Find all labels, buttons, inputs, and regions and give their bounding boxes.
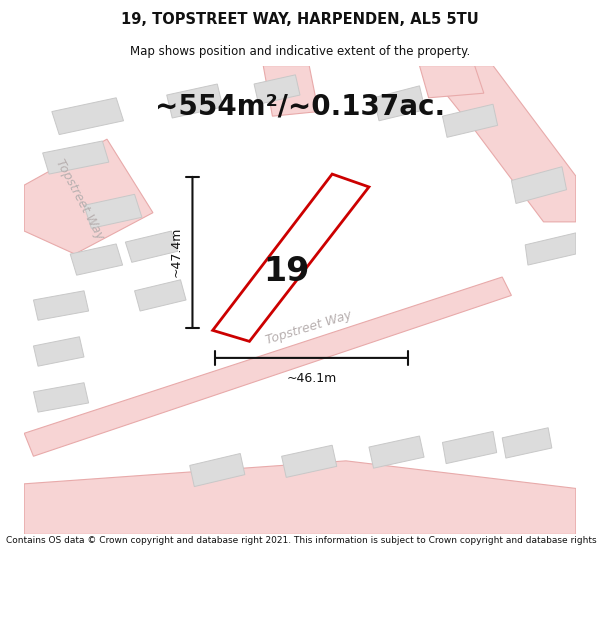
Polygon shape — [24, 139, 153, 254]
Polygon shape — [24, 461, 576, 534]
Polygon shape — [70, 244, 122, 275]
Text: Topstreet Way: Topstreet Way — [265, 308, 354, 347]
Text: ~46.1m: ~46.1m — [286, 372, 337, 384]
Polygon shape — [34, 337, 84, 366]
Polygon shape — [52, 98, 124, 134]
Text: Map shows position and indicative extent of the property.: Map shows position and indicative extent… — [130, 45, 470, 58]
Polygon shape — [43, 141, 109, 174]
Polygon shape — [34, 382, 89, 412]
Text: 19, TOPSTREET WAY, HARPENDEN, AL5 5TU: 19, TOPSTREET WAY, HARPENDEN, AL5 5TU — [121, 12, 479, 27]
Text: Topstreet Way: Topstreet Way — [53, 156, 106, 241]
Polygon shape — [281, 445, 337, 478]
Polygon shape — [84, 194, 142, 228]
Polygon shape — [34, 291, 89, 320]
Polygon shape — [442, 431, 497, 464]
Text: ~47.4m: ~47.4m — [169, 227, 182, 278]
Text: 19: 19 — [263, 256, 310, 289]
Polygon shape — [511, 167, 566, 204]
Text: Contains OS data © Crown copyright and database right 2021. This information is : Contains OS data © Crown copyright and d… — [6, 536, 600, 545]
Polygon shape — [374, 86, 425, 121]
Polygon shape — [24, 277, 511, 456]
Text: ~554m²/~0.137ac.: ~554m²/~0.137ac. — [155, 93, 445, 121]
Polygon shape — [419, 66, 484, 98]
Polygon shape — [502, 428, 552, 458]
Polygon shape — [442, 104, 497, 138]
Polygon shape — [438, 66, 576, 222]
Polygon shape — [525, 233, 576, 265]
Polygon shape — [254, 75, 300, 104]
Polygon shape — [369, 436, 424, 468]
Polygon shape — [125, 231, 178, 262]
Polygon shape — [212, 174, 369, 341]
Polygon shape — [134, 280, 186, 311]
Polygon shape — [190, 454, 245, 487]
Polygon shape — [167, 84, 223, 118]
Polygon shape — [263, 66, 319, 116]
